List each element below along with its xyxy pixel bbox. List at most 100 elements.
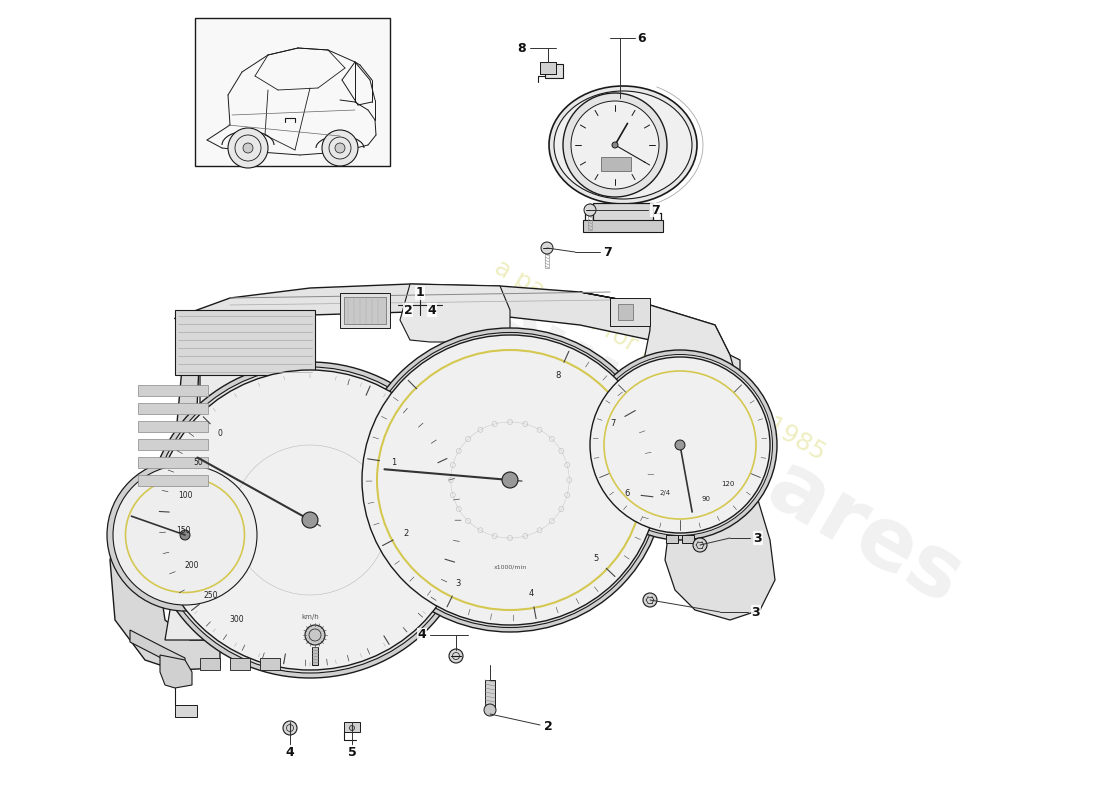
Bar [138,403,208,414]
Text: 1: 1 [416,286,425,299]
Bar [344,297,386,324]
Polygon shape [580,292,740,460]
Text: 7: 7 [650,203,659,217]
Text: 8: 8 [518,42,526,54]
Bar [601,157,631,171]
Ellipse shape [590,357,770,533]
Bar [485,680,495,710]
Bar [344,722,360,732]
Polygon shape [160,655,192,688]
Circle shape [541,242,553,254]
Text: 150: 150 [176,526,190,535]
Text: 2/4: 2/4 [659,490,671,496]
Text: 3: 3 [751,606,760,618]
Text: x1000/min: x1000/min [494,565,527,570]
Circle shape [584,204,596,216]
Text: 5: 5 [348,746,356,758]
Text: 6: 6 [625,489,630,498]
Text: 7: 7 [603,246,612,258]
Bar [618,304,632,320]
Bar [666,535,678,543]
Text: 120: 120 [720,481,734,486]
Circle shape [302,512,318,528]
Text: 5: 5 [593,554,598,563]
Bar [340,293,390,328]
Ellipse shape [107,459,263,611]
Text: 100: 100 [178,491,192,500]
Bar [175,310,315,375]
Circle shape [612,142,618,148]
Text: 50: 50 [194,458,204,466]
Text: 1: 1 [390,458,396,467]
Text: 250: 250 [204,591,218,600]
Polygon shape [130,630,185,668]
Circle shape [563,93,667,197]
Ellipse shape [549,86,697,204]
Text: 90: 90 [702,496,711,502]
Text: a passion for parts since 1985: a passion for parts since 1985 [491,255,829,465]
Ellipse shape [147,362,473,678]
Circle shape [228,128,268,168]
Bar [138,475,208,486]
Bar [138,439,208,450]
Bar [312,647,318,665]
Bar [195,18,390,166]
Text: 2: 2 [403,529,408,538]
Circle shape [180,530,190,540]
Ellipse shape [113,465,257,605]
Text: 4: 4 [428,303,437,317]
Text: 7: 7 [610,419,615,428]
Bar [588,216,592,230]
Polygon shape [165,320,270,640]
Circle shape [243,143,253,153]
Bar [544,254,549,268]
Text: 4: 4 [529,589,534,598]
Polygon shape [400,284,510,345]
Circle shape [571,101,659,189]
Bar [138,385,208,396]
Ellipse shape [587,354,772,535]
Text: 8: 8 [556,370,561,379]
Circle shape [675,440,685,450]
Polygon shape [666,355,776,620]
Text: 0: 0 [218,430,222,438]
Polygon shape [175,284,730,355]
Bar [540,62,556,74]
Circle shape [350,726,354,730]
Circle shape [502,472,518,488]
Ellipse shape [554,91,692,199]
Text: 4: 4 [418,629,427,642]
Circle shape [449,649,463,663]
Bar [260,658,280,670]
Bar [593,203,653,223]
Bar [138,421,208,432]
Ellipse shape [360,333,660,627]
Bar [544,64,563,78]
Ellipse shape [152,367,468,673]
Polygon shape [110,318,220,670]
Text: 200: 200 [185,561,199,570]
Circle shape [305,625,324,645]
Bar [175,705,197,717]
Text: 3: 3 [754,531,762,545]
Text: 2: 2 [404,303,412,317]
Text: km/h: km/h [301,614,319,621]
Circle shape [693,538,707,552]
Bar [682,535,694,543]
Bar [200,658,220,670]
Text: eurospares: eurospares [463,278,977,622]
Text: 300: 300 [230,615,244,625]
Circle shape [644,593,657,607]
Text: 4: 4 [286,746,295,758]
Circle shape [484,704,496,716]
Ellipse shape [362,335,658,625]
Ellipse shape [155,370,465,670]
Ellipse shape [583,350,777,540]
Text: 2: 2 [543,719,552,733]
Bar [230,658,250,670]
Circle shape [283,721,297,735]
Circle shape [322,130,358,166]
Ellipse shape [355,328,666,632]
Text: 3: 3 [455,579,461,588]
Circle shape [336,143,345,153]
